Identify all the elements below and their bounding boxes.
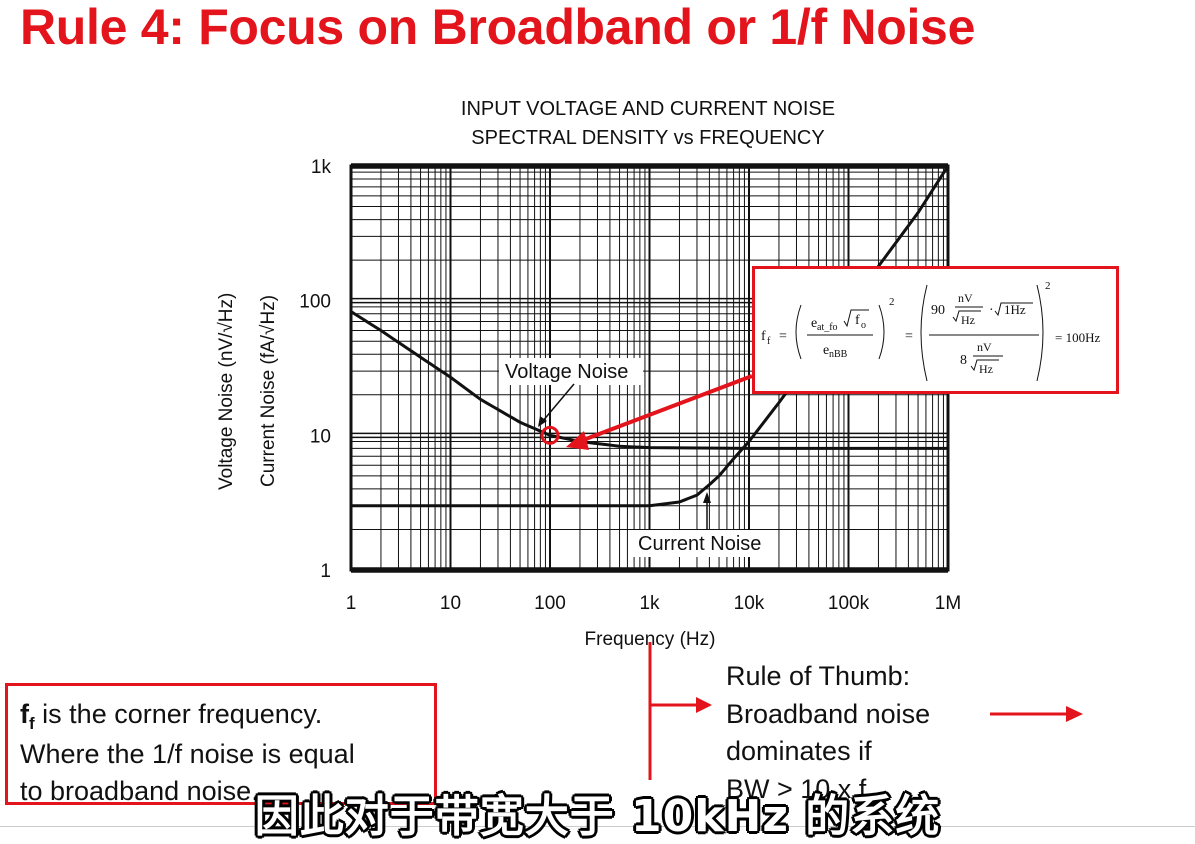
video-subtitle: 因此对于带宽大于 10kHz 的系统 bbox=[254, 791, 941, 842]
x-tick-label: 1M bbox=[935, 593, 961, 614]
formula-term1-den: e bbox=[823, 343, 829, 358]
svg-text:=: = bbox=[779, 329, 787, 344]
y-axis-label-current: Current Noise (fA/√Hz) bbox=[258, 294, 279, 487]
formula-result: = 100Hz bbox=[1055, 330, 1100, 345]
svg-text:Hz: Hz bbox=[961, 313, 975, 327]
rule-line-1: Rule of Thumb: bbox=[726, 661, 911, 691]
divider bbox=[0, 826, 1195, 827]
y-tick-label: 1 bbox=[320, 561, 331, 582]
current-noise-arrowhead bbox=[703, 492, 711, 503]
note-symbol: f bbox=[20, 699, 29, 729]
x-tick-label: 100k bbox=[828, 593, 870, 614]
note-line-2: Where the 1/f noise is equal bbox=[20, 739, 355, 769]
rule-line-3: dominates if bbox=[726, 736, 872, 766]
y-axis-label-voltage: Voltage Noise (nV/√Hz) bbox=[216, 292, 237, 490]
x-axis-label: Frequency (Hz) bbox=[585, 629, 716, 650]
red-callouts bbox=[540, 374, 1083, 780]
corner-frequency-formula: f f = e at_fo f o e nBB 2 = 90 nV Hz · 1 bbox=[752, 266, 1119, 394]
voltage-noise-curve bbox=[350, 310, 948, 450]
formula-term1-num: e bbox=[811, 316, 817, 331]
formula-lhs: f bbox=[761, 329, 766, 344]
svg-text:at_fo: at_fo bbox=[817, 322, 838, 333]
chart-annotations: Voltage Noise Current Noise bbox=[499, 358, 776, 557]
voltage-noise-label-bg bbox=[499, 358, 643, 385]
voltage-noise-label: Voltage Noise bbox=[505, 361, 628, 383]
formula-lhs-sub: f bbox=[767, 336, 771, 347]
formula-pointer-arrowhead bbox=[566, 431, 589, 450]
svg-text:o: o bbox=[861, 320, 866, 331]
svg-text:nBB: nBB bbox=[829, 349, 848, 360]
current-noise-label: Current Noise bbox=[638, 533, 761, 555]
formula-pointer-line bbox=[577, 374, 753, 444]
svg-text:2: 2 bbox=[889, 296, 895, 308]
y-tick-label: 10 bbox=[310, 426, 331, 447]
x-tick-label: 1k bbox=[639, 593, 660, 614]
chart-title-line-2: SPECTRAL DENSITY vs FREQUENCY bbox=[471, 127, 825, 149]
x-tick-label: 10 bbox=[440, 593, 461, 614]
rule-line-2: Broadband noise bbox=[726, 698, 931, 729]
bracket-arrowhead bbox=[696, 697, 712, 713]
rule-arrowhead bbox=[1066, 706, 1083, 722]
svg-text:f: f bbox=[855, 313, 860, 328]
x-tick-label: 10k bbox=[734, 593, 765, 614]
x-tick-label: 1 bbox=[346, 593, 357, 614]
chart-title-line-1: INPUT VOLTAGE AND CURRENT NOISE bbox=[460, 98, 836, 120]
svg-text:2: 2 bbox=[1045, 280, 1051, 292]
corner-frequency-marker bbox=[540, 425, 560, 445]
svg-text:1Hz: 1Hz bbox=[1004, 302, 1026, 317]
voltage-noise-leader bbox=[541, 383, 575, 423]
y-tick-label: 1k bbox=[311, 157, 332, 178]
chart-ticks: 1 10 100 1k 10k 100k 1M 1 10 100 1k Frequency (Hz) bbox=[299, 157, 961, 650]
formula-term2-num-value: 90 bbox=[931, 303, 945, 318]
current-noise-label-bg bbox=[632, 530, 776, 557]
slide-title: Rule 4: Focus on Broadband or 1/f Noise bbox=[20, 0, 976, 55]
svg-text:Hz: Hz bbox=[979, 362, 993, 376]
svg-text:·: · bbox=[989, 303, 994, 318]
rule-line-4: BW > 10 x f bbox=[726, 773, 867, 804]
note-line-1: is the corner frequency. bbox=[34, 699, 323, 729]
formula-term2-den-value: 8 bbox=[960, 353, 967, 368]
svg-text:=: = bbox=[905, 329, 913, 344]
rule-of-thumb: Rule of Thumb: Broadband noise dominates… bbox=[726, 658, 930, 808]
x-tick-label: 100 bbox=[534, 593, 566, 614]
note-line-3: to broadband noise. bbox=[20, 776, 259, 806]
svg-text:nV: nV bbox=[977, 340, 992, 354]
y-tick-label: 100 bbox=[299, 292, 331, 313]
voltage-noise-arrowhead bbox=[538, 416, 547, 427]
corner-frequency-note: ff is the corner frequency. Where the 1/… bbox=[5, 683, 437, 806]
svg-text:nV: nV bbox=[958, 291, 973, 305]
